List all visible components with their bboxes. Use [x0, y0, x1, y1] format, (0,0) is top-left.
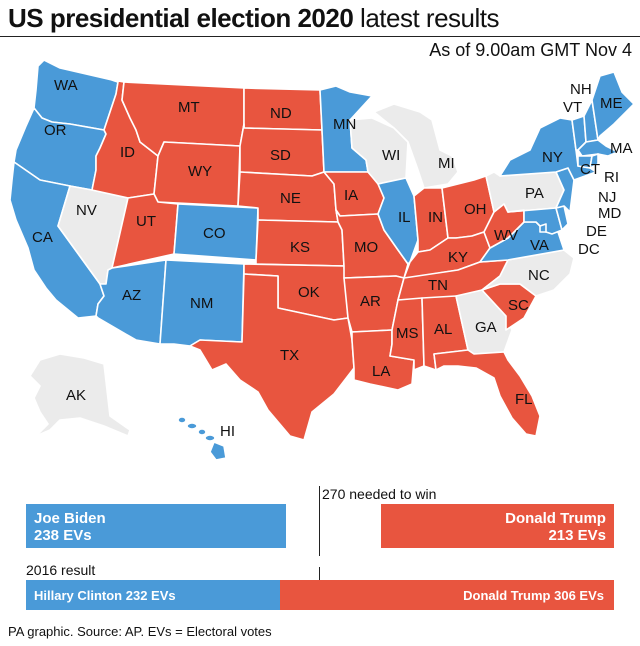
state-IL — [377, 177, 419, 265]
label-ND: ND — [270, 105, 292, 122]
label-MT: MT — [178, 99, 200, 116]
biden-name: Joe Biden — [34, 510, 106, 527]
label-MN: MN — [333, 116, 356, 133]
label-DC: DC — [578, 241, 600, 258]
label-SD: SD — [270, 147, 291, 164]
title-bold: US presidential election 2020 — [8, 3, 354, 33]
label-MD: MD — [598, 205, 621, 222]
label-SC: SC — [508, 297, 529, 314]
label-TX: TX — [280, 347, 299, 364]
state-AK — [29, 353, 131, 437]
label-PA: PA — [525, 185, 544, 202]
state-labels: WA OR CA NV ID MT WY UT AZ CO NM ND SD N… — [32, 77, 633, 440]
trump-name: Donald Trump — [505, 510, 606, 527]
label-NJ: NJ — [598, 189, 616, 206]
biden-bar: Joe Biden 238 EVs — [26, 504, 287, 548]
clinton-2016-bar: Hillary Clinton 232 EVs — [26, 580, 280, 610]
label-VT: VT — [563, 99, 582, 116]
page-title: US presidential election 2020 latest res… — [8, 3, 499, 34]
state-HI — [177, 416, 227, 461]
us-map: WA OR CA NV ID MT WY UT AZ CO NM ND SD N… — [9, 60, 635, 461]
label-WV: WV — [494, 227, 518, 244]
label-NM: NM — [190, 295, 213, 312]
label-ID: ID — [120, 144, 135, 161]
label-KS: KS — [290, 239, 310, 256]
label-MO: MO — [354, 239, 378, 256]
label-VA: VA — [530, 237, 549, 254]
label-MA: MA — [610, 140, 633, 157]
label-KY: KY — [448, 249, 468, 266]
label-CT: CT — [580, 161, 600, 178]
label-LA: LA — [372, 363, 390, 380]
label-WY: WY — [188, 163, 212, 180]
label-IA: IA — [344, 187, 358, 204]
state-DC — [539, 223, 547, 233]
label-NE: NE — [280, 190, 301, 207]
state-RI — [589, 153, 599, 169]
label-DE: DE — [586, 223, 607, 240]
label-UT: UT — [136, 213, 156, 230]
label-CA: CA — [32, 229, 53, 246]
result-2016-label: 2016 result — [26, 562, 96, 578]
label-FL: FL — [515, 391, 533, 408]
label-NY: NY — [542, 149, 563, 166]
state-ME — [591, 71, 635, 141]
state-FL — [433, 349, 541, 437]
source-note: PA graphic. Source: AP. EVs = Electoral … — [8, 624, 272, 639]
trump-2016-bar: Donald Trump 306 EVs — [279, 580, 614, 610]
clinton-2016-text: Hillary Clinton 232 EVs — [34, 588, 176, 603]
label-GA: GA — [475, 319, 497, 336]
label-WA: WA — [54, 77, 78, 94]
label-OK: OK — [298, 284, 320, 301]
needed-to-win-label: 270 needed to win — [322, 486, 437, 502]
title-divider — [0, 36, 640, 37]
trump-ev: 213 EVs — [548, 527, 606, 544]
label-NC: NC — [528, 267, 550, 284]
label-AZ: AZ — [122, 287, 141, 304]
state-NY — [499, 117, 597, 181]
state-TX — [189, 273, 355, 441]
label-AL: AL — [434, 321, 452, 338]
biden-ev: 238 EVs — [34, 527, 92, 544]
trump-bar: Donald Trump 213 EVs — [381, 504, 614, 548]
label-RI: RI — [604, 169, 619, 186]
label-TN: TN — [428, 277, 448, 294]
label-ME: ME — [600, 95, 623, 112]
label-IN: IN — [428, 209, 443, 226]
label-AR: AR — [360, 293, 381, 310]
label-NV: NV — [76, 202, 97, 219]
label-IL: IL — [398, 209, 411, 226]
state-MI — [373, 103, 459, 189]
label-NH: NH — [570, 81, 592, 98]
as-of-timestamp: As of 9.00am GMT Nov 4 — [429, 40, 632, 60]
label-OR: OR — [44, 122, 67, 139]
label-MI: MI — [438, 155, 455, 172]
title-light: latest results — [360, 3, 499, 33]
label-MS: MS — [396, 325, 419, 342]
label-WI: WI — [382, 147, 400, 164]
label-AK: AK — [66, 387, 86, 404]
label-OH: OH — [464, 201, 487, 218]
win-threshold-line — [319, 486, 320, 556]
label-CO: CO — [203, 225, 226, 242]
trump-2016-text: Donald Trump 306 EVs — [463, 588, 604, 603]
label-HI: HI — [220, 423, 235, 440]
